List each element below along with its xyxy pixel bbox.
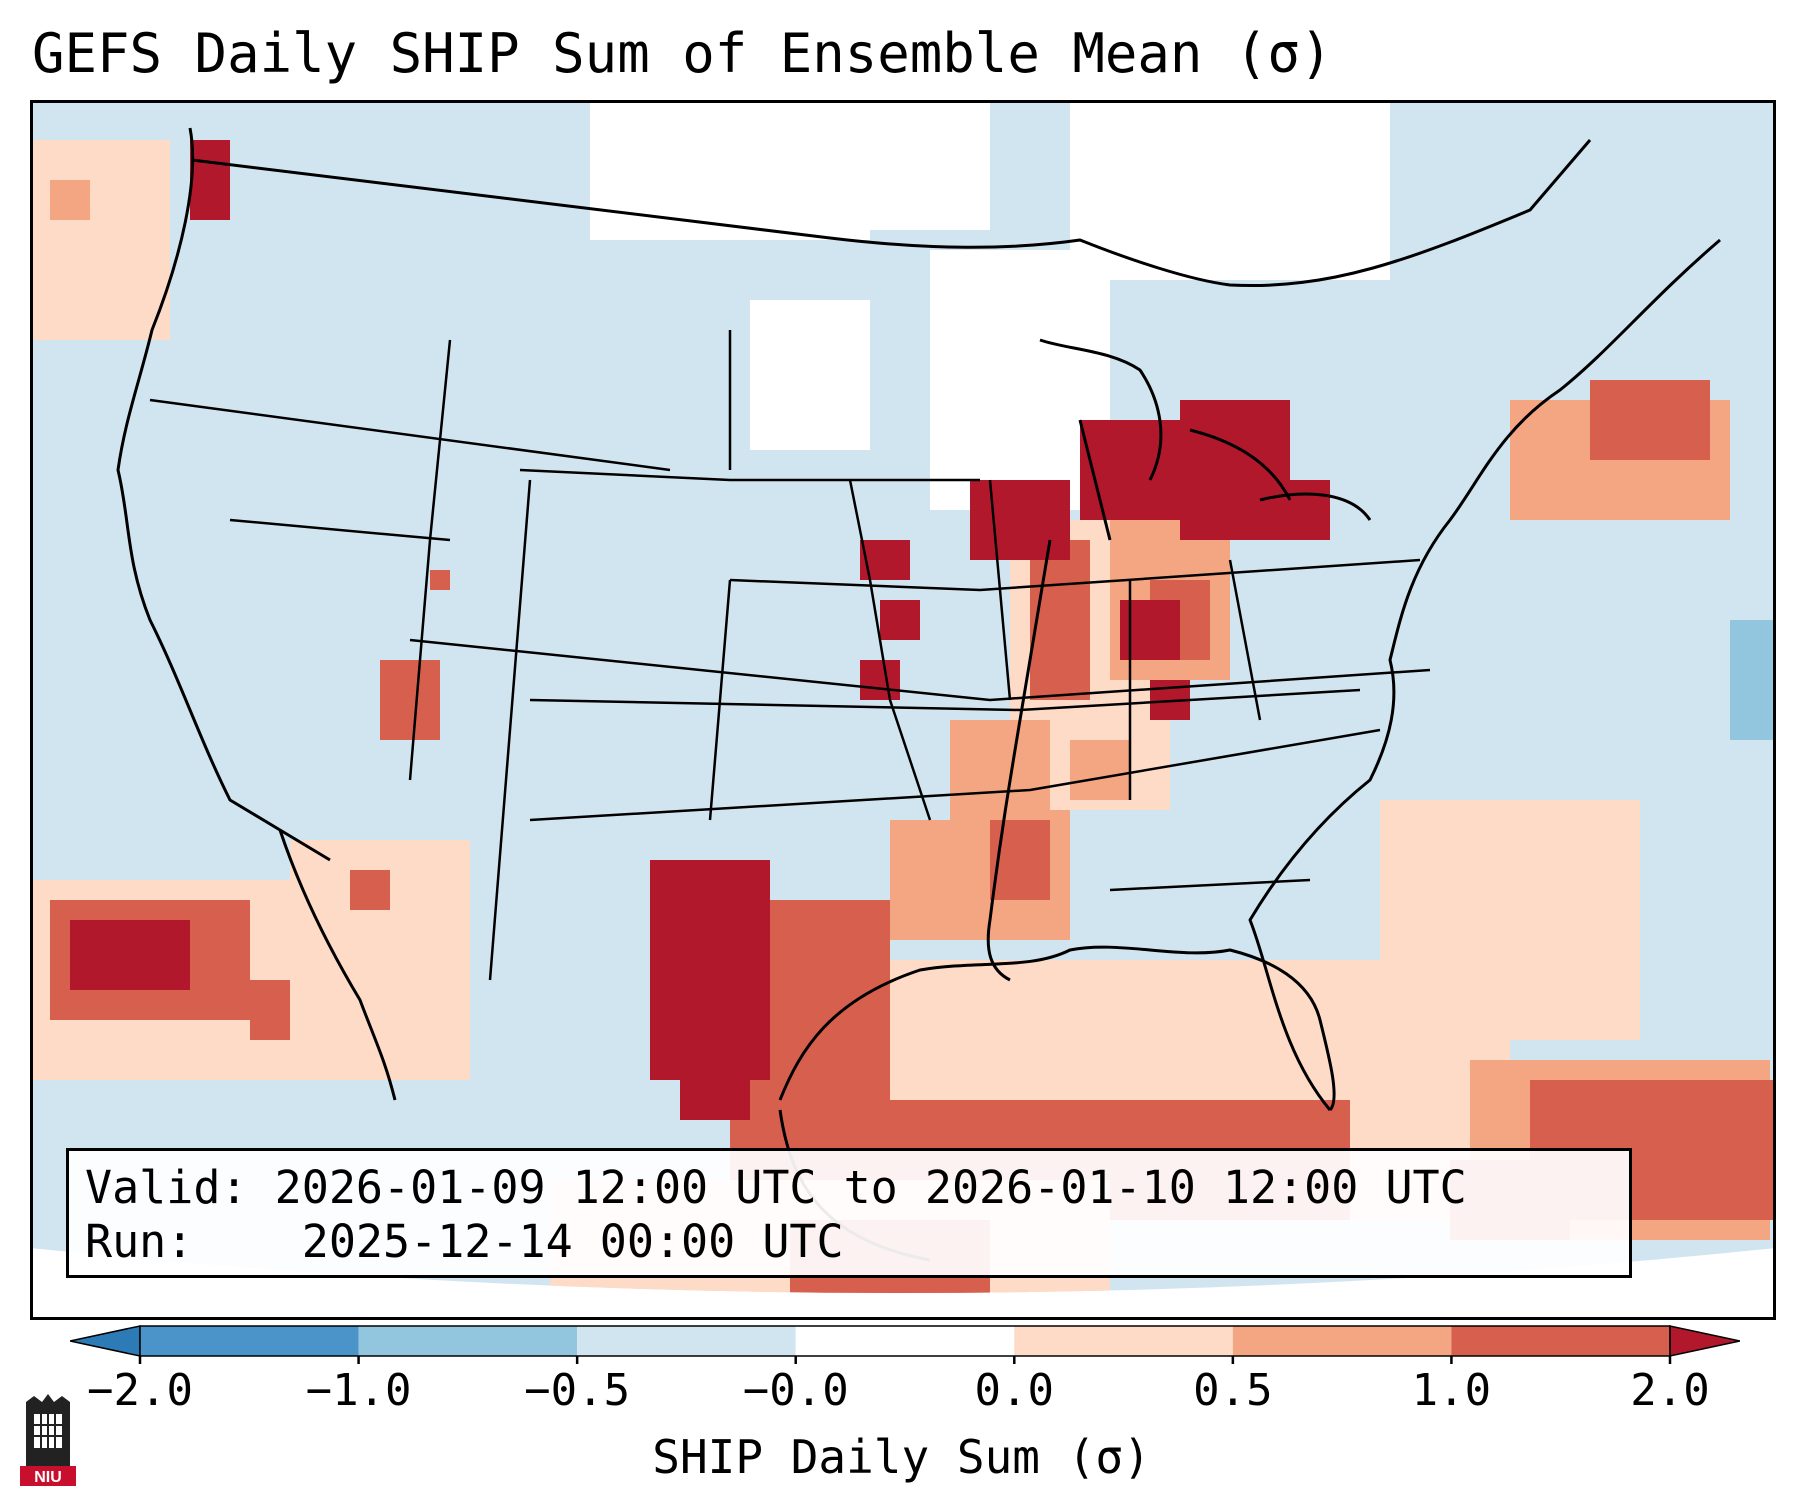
shading-cell-pos-high [1030, 540, 1090, 700]
map-panel [30, 100, 1776, 1320]
colorbar-extend-low [70, 1325, 141, 1357]
colorbar-tick-label: 0.5 [1193, 1365, 1273, 1416]
shading-cell-pos-mid [50, 180, 90, 220]
shading-cell-pos-max [860, 660, 900, 700]
colorbar-tick-label: 2.0 [1630, 1365, 1710, 1416]
colorbar-tick-label: 1.0 [1411, 1365, 1492, 1416]
run-label: Run: [85, 1215, 194, 1268]
run-value: 2025-12-14 00:00 UTC [301, 1215, 844, 1268]
colorbar-bin [140, 1326, 359, 1356]
valid-time-line: Valid: 2026-01-09 12:00 UTC to 2026-01-1… [85, 1161, 1467, 1214]
us-canada-border [191, 139, 1592, 288]
gulf-coast [778, 945, 1336, 1112]
baja-peninsula [278, 829, 397, 1101]
shading-cell-zero [1070, 100, 1390, 280]
shading-cell-neg-mid [1730, 620, 1776, 740]
shading-cell-pos-max [190, 140, 230, 220]
shading-cell-pos-max [680, 980, 750, 1120]
shading-cell-pos-max [70, 920, 190, 990]
colorbar-tick-label: −1.0 [305, 1365, 412, 1416]
logo-window-lines [34, 1414, 62, 1448]
mississippi-river [986, 539, 1052, 982]
shading-cell-pos-small [1490, 800, 1630, 1000]
run-time-line: Run: 2025-12-14 00:00 UTC [85, 1215, 844, 1268]
valid-run-info-box: Valid: 2026-01-09 12:00 UTC to 2026-01-1… [66, 1148, 1632, 1278]
shading-cell-zero [750, 300, 870, 450]
colorbar-tick-label: −0.0 [742, 1365, 849, 1416]
page-title: GEFS Daily SHIP Sum of Ensemble Mean (σ) [32, 22, 1333, 85]
colorbar-extend-high [1669, 1325, 1740, 1357]
shading-cell-zero [590, 100, 870, 240]
colorbar-bin [795, 1326, 1015, 1356]
state-lines-vertical [408, 330, 1262, 981]
colorbar-tick-label: 0.0 [974, 1365, 1055, 1416]
us-west-coast [116, 127, 331, 862]
shading-cell-pos-high [1590, 380, 1710, 460]
colorbar-tick-label: −0.5 [524, 1365, 631, 1416]
shading-cell-pos-mid [1070, 740, 1130, 800]
shading-cell-pos-high [380, 660, 440, 740]
colorbar-bin [577, 1326, 796, 1356]
shading-cell-pos-max [880, 600, 920, 640]
shading-cell-pos-small [30, 140, 170, 340]
map-border [30, 100, 1776, 1320]
great-lakes [1039, 338, 1372, 541]
shading-cell-pos-high [990, 820, 1050, 900]
logo-text: NIU [34, 1469, 62, 1486]
colorbar [70, 1325, 1740, 1364]
shading-cell-pos-max [1290, 480, 1330, 540]
shading-cell-pos-max [970, 480, 1070, 560]
colorbar-bin [1451, 1326, 1670, 1356]
shading-cell-zero [830, 100, 990, 230]
map-boundaries [116, 127, 1721, 1262]
colorbar-tick-label: −2.0 [87, 1365, 193, 1416]
niu-logo: NIU [20, 1394, 76, 1486]
state-lines-horizontal [149, 398, 1431, 892]
shading-cell-pos-high [350, 870, 390, 910]
colorbar-bin [1232, 1326, 1452, 1356]
valid-value: 2026-01-09 12:00 UTC to 2026-01-10 12:00… [274, 1161, 1467, 1214]
east-coast [1248, 238, 1721, 1111]
shading-cell-pos-high [430, 570, 450, 590]
logo-banner [20, 1466, 76, 1486]
shading-cell-pos-max [860, 540, 910, 580]
colorbar-outline [139, 1325, 1671, 1357]
valid-label: Valid: [85, 1161, 248, 1214]
colorbar-bin [358, 1326, 578, 1356]
shading-cell-pos-max [1180, 400, 1290, 540]
colorbar-bin [1014, 1326, 1233, 1356]
colorbar-label: SHIP Daily Sum (σ) [652, 1430, 1151, 1484]
